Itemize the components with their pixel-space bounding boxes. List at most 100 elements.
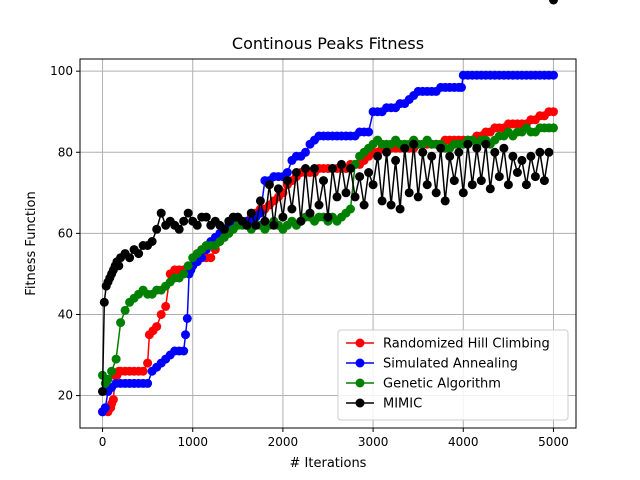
data-point [260, 216, 270, 226]
data-point [125, 253, 135, 263]
data-point [494, 172, 504, 182]
data-point [181, 330, 190, 340]
data-point [314, 200, 324, 210]
data-point [530, 172, 540, 182]
data-point [147, 237, 157, 246]
data-point [174, 224, 184, 234]
legend-item: MIMIC [346, 397, 422, 412]
data-point [219, 224, 229, 234]
y-tick-label: 80 [58, 145, 73, 159]
data-point [457, 82, 466, 92]
chart-title: Continous Peaks Fitness [232, 34, 424, 53]
data-point [409, 139, 419, 149]
data-point [485, 184, 495, 194]
data-point [503, 180, 513, 190]
tick-layer: 0 1000 2000 3000 4000 5000 20 40 60 80 100 [50, 64, 569, 449]
data-point [273, 184, 283, 194]
legend-item: Genetic Algorithm [346, 377, 501, 392]
data-point [100, 403, 110, 413]
data-point [454, 147, 464, 157]
y-tick-label: 100 [50, 64, 73, 78]
data-point [377, 196, 387, 206]
data-point [291, 168, 301, 177]
data-point [382, 147, 392, 157]
legend-marker [355, 338, 365, 348]
legend-box [337, 329, 569, 421]
data-point [458, 188, 468, 198]
data-point [206, 253, 216, 263]
data-point [395, 204, 405, 214]
legend: Randomized Hill Climbing Simulated Anneal… [337, 329, 569, 421]
data-point [99, 297, 109, 307]
legend-marker [355, 398, 365, 408]
legend-marker [355, 378, 365, 388]
data-point [296, 216, 306, 226]
data-point [431, 188, 441, 198]
data-point [440, 196, 450, 206]
data-point [355, 172, 365, 182]
x-tick-label: 3000 [358, 435, 389, 449]
data-point [183, 208, 193, 218]
data-point [103, 374, 113, 384]
data-point [368, 180, 378, 190]
data-point [108, 395, 118, 405]
legend-label: Genetic Algorithm [383, 377, 501, 392]
series-layer [98, 0, 558, 417]
data-point [359, 200, 369, 210]
data-point [549, 123, 558, 133]
x-tick-label: 1000 [177, 435, 208, 449]
data-point [264, 180, 274, 190]
data-point [508, 151, 518, 161]
data-point [201, 212, 211, 222]
data-point [120, 305, 130, 315]
data-point [98, 387, 107, 396]
series-3 [98, 0, 558, 396]
data-point [544, 147, 554, 157]
y-tick-label: 40 [58, 307, 73, 321]
legend-label: Simulated Annealing [383, 357, 518, 372]
data-point [332, 192, 342, 202]
y-tick-label: 60 [58, 226, 73, 240]
data-point [152, 224, 162, 234]
data-point [481, 139, 491, 149]
x-axis-label: # Iterations [290, 456, 367, 471]
legend-marker [355, 358, 365, 368]
x-tick-label: 0 [99, 435, 107, 449]
data-point [472, 143, 482, 153]
legend-label: MIMIC [383, 397, 422, 412]
data-point [400, 143, 410, 153]
data-point [427, 151, 437, 161]
data-point [323, 212, 333, 222]
data-point [539, 176, 549, 186]
data-point [391, 155, 401, 165]
x-tick-label: 2000 [268, 435, 299, 449]
legend-label: Randomized Hill Climbing [383, 337, 550, 352]
data-point [182, 314, 192, 323]
data-point [463, 139, 473, 149]
data-point [143, 358, 153, 368]
data-point [526, 151, 536, 161]
data-point [111, 354, 121, 364]
data-point [350, 192, 360, 202]
data-point [255, 196, 265, 206]
data-point [138, 366, 148, 376]
data-point [364, 127, 374, 137]
data-point [422, 180, 432, 190]
data-point [192, 220, 202, 230]
data-point [301, 147, 310, 157]
plot-frame [79, 58, 577, 429]
data-point [179, 346, 189, 356]
data-point [114, 261, 124, 271]
data-point [364, 168, 374, 177]
data-point [346, 164, 355, 173]
data-point [467, 180, 477, 190]
data-point [282, 168, 292, 177]
data-point [269, 220, 279, 230]
data-point [179, 216, 189, 226]
data-point [319, 176, 328, 186]
legend-item: Simulated Annealing [346, 357, 518, 372]
data-point [499, 143, 509, 153]
data-point [152, 322, 162, 332]
data-point [346, 204, 355, 214]
